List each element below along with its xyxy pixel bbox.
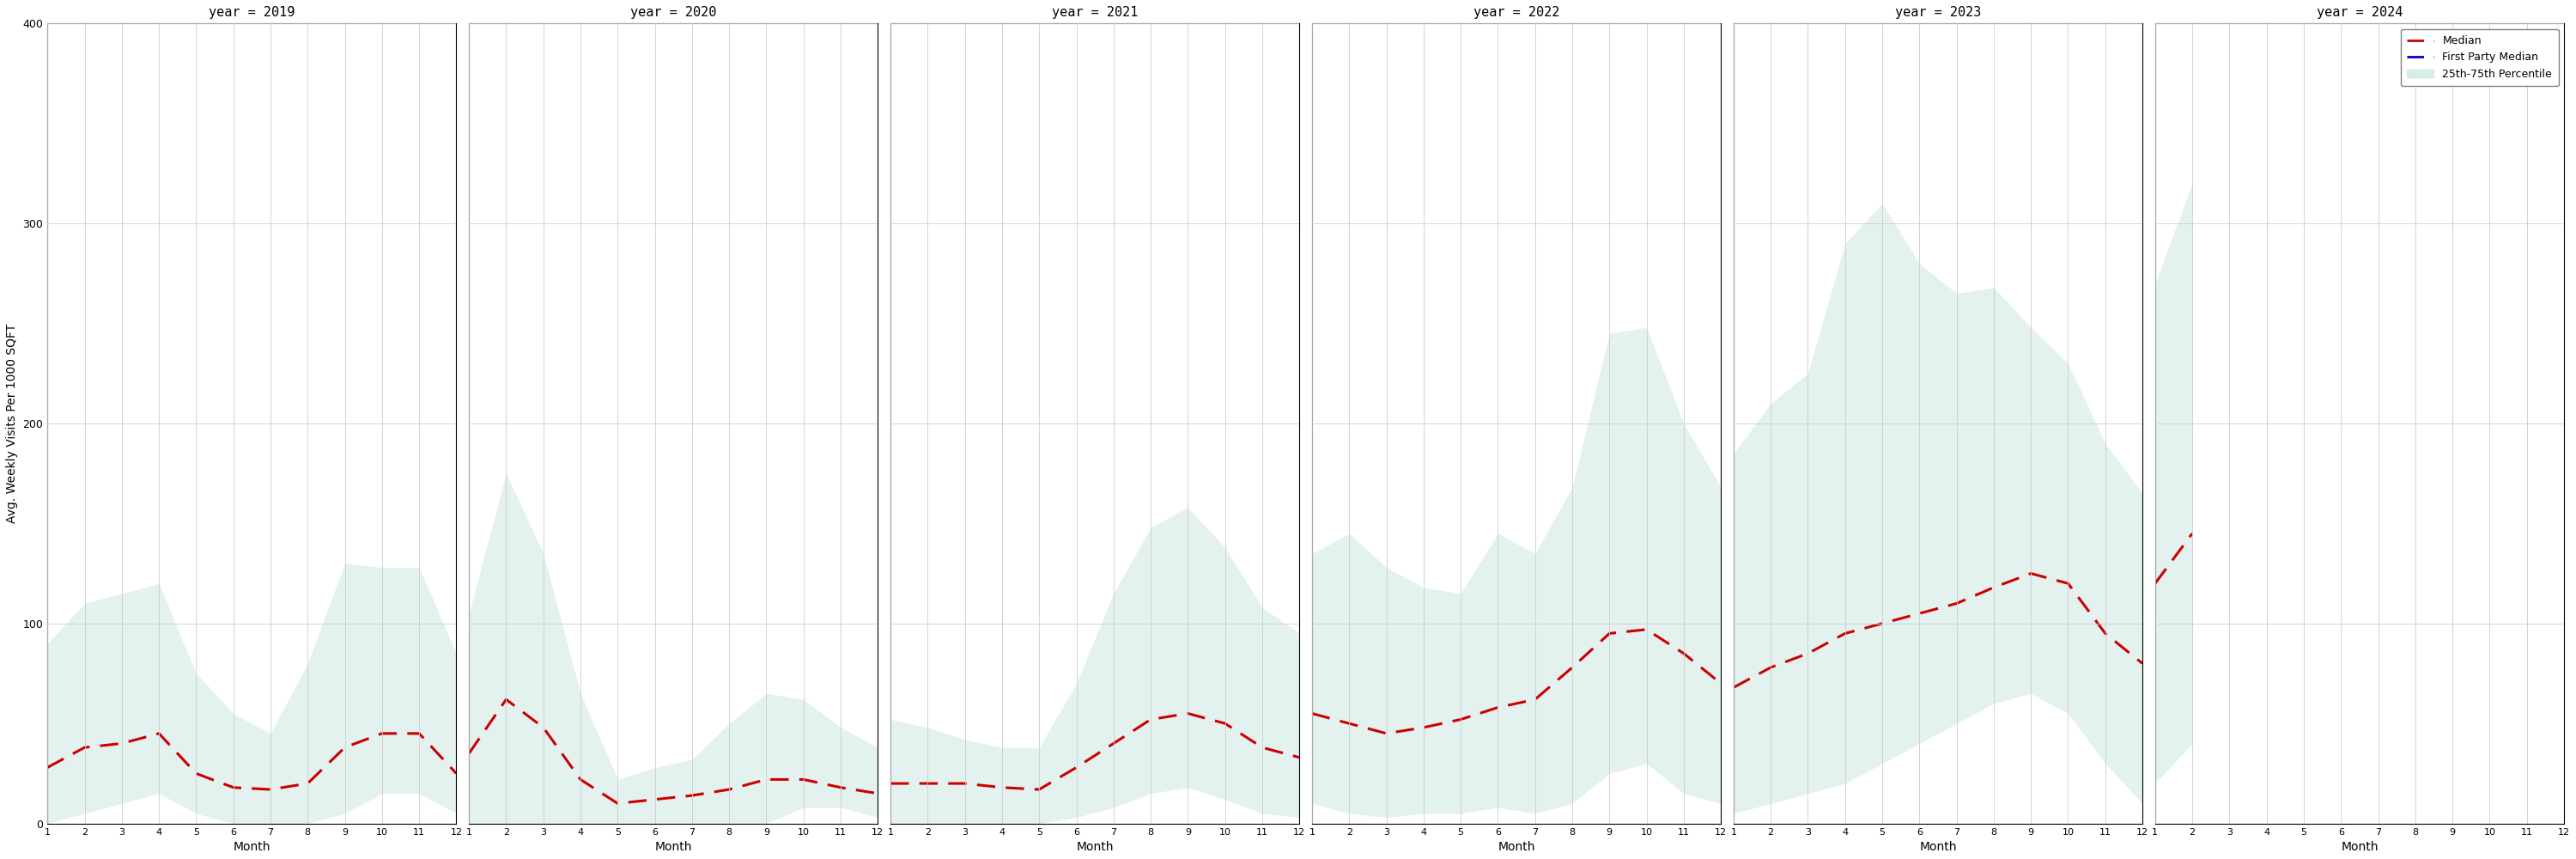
- Title: year = 2021: year = 2021: [1051, 6, 1139, 19]
- X-axis label: Month: Month: [1077, 841, 1113, 853]
- X-axis label: Month: Month: [1497, 841, 1535, 853]
- X-axis label: Month: Month: [654, 841, 693, 853]
- Title: year = 2024: year = 2024: [2316, 6, 2403, 19]
- Title: year = 2020: year = 2020: [631, 6, 716, 19]
- Y-axis label: Avg. Weekly Visits Per 1000 SQFT: Avg. Weekly Visits Per 1000 SQFT: [5, 324, 18, 523]
- X-axis label: Month: Month: [234, 841, 270, 853]
- Title: year = 2019: year = 2019: [209, 6, 296, 19]
- X-axis label: Month: Month: [1919, 841, 1958, 853]
- Title: year = 2023: year = 2023: [1896, 6, 1981, 19]
- X-axis label: Month: Month: [2342, 841, 2378, 853]
- Legend: Median, First Party Median, 25th-75th Percentile: Median, First Party Median, 25th-75th Pe…: [2401, 29, 2558, 86]
- Title: year = 2022: year = 2022: [1473, 6, 1558, 19]
